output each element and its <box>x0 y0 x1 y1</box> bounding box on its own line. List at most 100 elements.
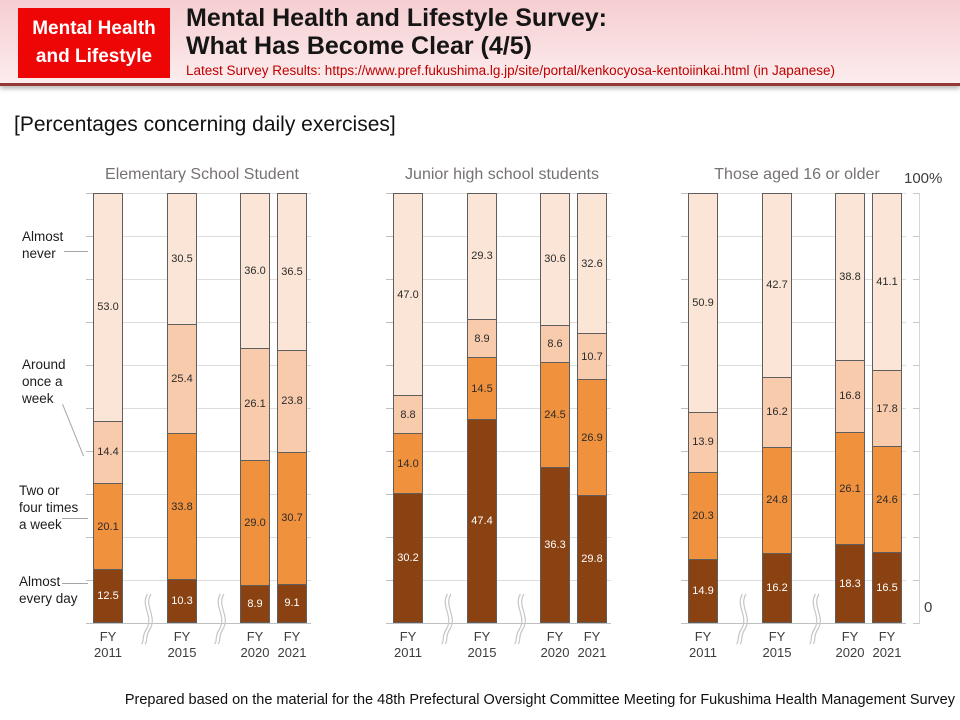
gridline <box>688 623 906 624</box>
legend-label-line: Two or <box>19 483 60 498</box>
axis-tick <box>681 236 688 237</box>
bar-segment: 32.6 <box>577 193 607 334</box>
leader-line <box>62 583 88 584</box>
axis-tick <box>386 322 393 323</box>
value-label: 16.8 <box>839 390 861 403</box>
gridline <box>688 322 906 323</box>
stacked-bar: 16.5 24.6 17.8 41.1 <box>872 193 902 623</box>
x-axis-label-line: 2020 <box>540 645 570 661</box>
bar-segment: 8.8 <box>393 395 423 433</box>
axis-tick <box>681 623 688 624</box>
axis-tick <box>681 193 688 194</box>
bar-segment: 47.0 <box>393 193 423 396</box>
axis-tick <box>86 623 93 624</box>
axis-tick <box>681 365 688 366</box>
value-label: 26.1 <box>839 482 861 495</box>
bar-segment: 14.5 <box>467 357 497 420</box>
value-label: 36.5 <box>281 265 303 278</box>
legend-label-two-or-four-times: Two or four times a week <box>19 482 78 533</box>
bar-segment: 26.1 <box>835 432 865 545</box>
bar-segment: 23.8 <box>277 349 307 453</box>
chart-title-junior-high: Junior high school students <box>405 166 599 183</box>
value-label: 16.5 <box>876 581 898 594</box>
value-label: 42.7 <box>766 279 788 292</box>
value-label: 47.4 <box>471 515 493 528</box>
axis-tick <box>386 451 393 452</box>
axis-tick <box>681 580 688 581</box>
gridline <box>688 408 906 409</box>
axis-break-icon <box>210 593 226 645</box>
x-axis-label: FY 2015 <box>160 629 204 662</box>
bar-segment: 36.5 <box>277 193 307 350</box>
bar-segment: 24.8 <box>762 446 792 554</box>
x-axis-label: FY 2021 <box>270 629 314 662</box>
x-axis-label: FY 2021 <box>865 629 909 662</box>
value-label: 14.9 <box>692 584 714 597</box>
header-titles: Mental Health and Lifestyle Survey: What… <box>186 4 835 78</box>
y-axis <box>913 193 920 624</box>
gridline <box>93 408 311 409</box>
stacked-bar: 12.5 20.1 14.4 53.0 <box>93 193 123 623</box>
stacked-bar: 36.3 24.5 8.6 30.6 <box>540 193 570 623</box>
axis-tick <box>386 279 393 280</box>
axis-tick <box>86 580 93 581</box>
value-label: 17.8 <box>876 402 898 415</box>
axis-tick <box>386 580 393 581</box>
value-label: 12.5 <box>97 590 119 603</box>
gridline <box>393 537 611 538</box>
bar-segment: 36.3 <box>540 466 570 623</box>
gridline <box>688 365 906 366</box>
bar-segment: 24.5 <box>540 361 570 467</box>
value-label: 16.2 <box>766 406 788 419</box>
bar-segment: 12.5 <box>93 569 123 623</box>
axis-tick <box>913 623 920 624</box>
leader-line <box>62 518 88 519</box>
x-axis-label-line: FY <box>246 629 264 644</box>
value-label: 10.3 <box>171 594 193 607</box>
x-axis-label-line: 2011 <box>394 645 422 661</box>
value-label: 30.7 <box>281 512 303 525</box>
source-note: Prepared based on the material for the 4… <box>124 692 955 708</box>
bar-segment: 14.0 <box>393 432 423 494</box>
x-axis-label-line: FY <box>694 629 712 644</box>
x-axis-label: FY 2021 <box>570 629 614 662</box>
legend-label-line: once a <box>22 374 63 390</box>
axis-tick <box>913 408 920 409</box>
x-axis-label-line: FY <box>768 629 786 644</box>
legend-label-around-once-a-week: Around once a week <box>22 356 66 407</box>
x-axis-label: FY 2015 <box>755 629 799 662</box>
value-label: 23.8 <box>281 395 303 408</box>
axis-tick <box>386 193 393 194</box>
gridline <box>93 623 311 624</box>
gridline <box>93 580 311 581</box>
gridline <box>688 451 906 452</box>
value-label: 29.8 <box>581 552 603 565</box>
stacked-bar: 9.1 30.7 23.8 36.5 <box>277 193 307 623</box>
value-label: 50.9 <box>692 296 714 309</box>
axis-tick <box>386 537 393 538</box>
topic-badge-line2: and Lifestyle <box>35 46 153 67</box>
x-axis-label-line: FY <box>583 629 601 644</box>
axis-tick <box>681 537 688 538</box>
x-axis-label: FY 2011 <box>386 629 430 662</box>
value-label: 9.1 <box>284 597 300 610</box>
chart-junior-high: 30.2 14.0 8.8 47.0 FY 2011 47.4 14.5 8.9 29.3 FY 20… <box>386 193 611 660</box>
axis-tick <box>913 537 920 538</box>
gridline <box>93 537 311 538</box>
page-title-line1: Mental Health and Lifestyle Survey: <box>186 4 607 32</box>
axis-tick <box>86 451 93 452</box>
bar-segment: 13.9 <box>688 411 718 472</box>
axis-tick <box>86 279 93 280</box>
gridline <box>688 236 906 237</box>
x-axis-label: FY 2020 <box>233 629 277 662</box>
x-axis-label: FY 2011 <box>86 629 130 662</box>
gridline <box>688 537 906 538</box>
value-label: 26.1 <box>244 398 266 411</box>
header-banner: Mental Health and Lifestyle Mental Healt… <box>0 0 960 86</box>
gridline <box>93 451 311 452</box>
bar-segment: 24.6 <box>872 446 902 553</box>
leader-line <box>62 404 84 457</box>
stacked-bar: 10.3 33.8 25.4 30.5 <box>167 193 197 623</box>
value-label: 29.3 <box>471 250 493 263</box>
axis-tick <box>86 494 93 495</box>
